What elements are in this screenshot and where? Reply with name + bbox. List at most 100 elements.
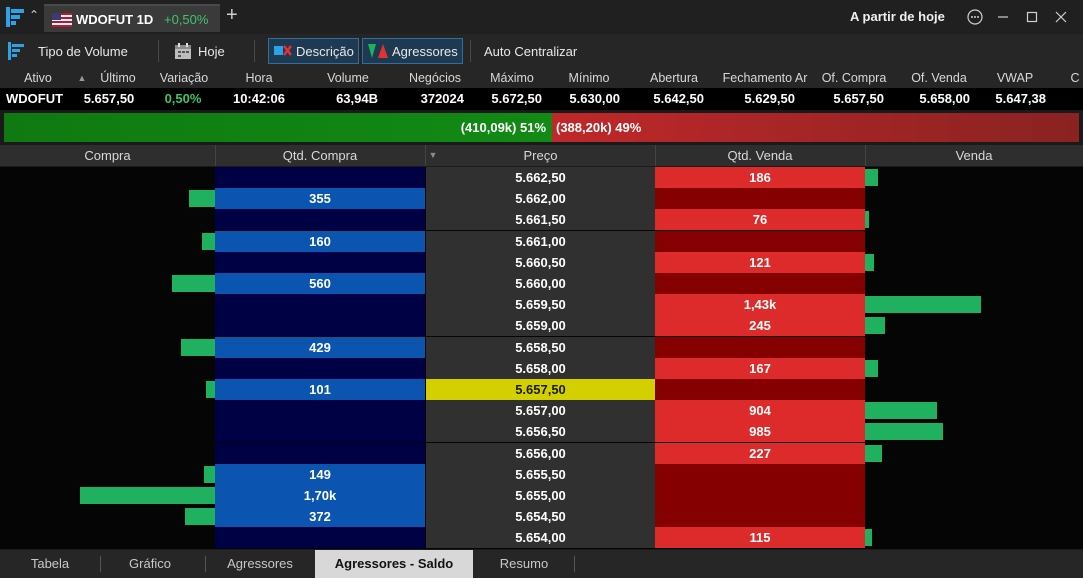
quote-values-row[interactable]: WDOFUT 5.657,50 0,50% 10:42:06 63,94B 37…: [0, 88, 1083, 110]
book-row[interactable]: 5.660,50 121: [0, 251, 1083, 273]
book-row[interactable]: 429 5.658,50: [0, 336, 1083, 358]
book-row[interactable]: 372 5.654,50: [0, 506, 1083, 528]
buy-qty-cell[interactable]: 101: [215, 379, 425, 400]
book-row[interactable]: 5.656,00 227: [0, 442, 1083, 464]
book-row[interactable]: 5.654,00 115: [0, 527, 1083, 549]
buy-qty-cell[interactable]: 372: [215, 506, 425, 528]
price-ladder[interactable]: 5.662,50 186 355 5.662,00 5.661,50 76 160 5.661…: [0, 167, 1083, 549]
buy-qty-cell[interactable]: 160: [215, 230, 425, 252]
book-row[interactable]: 101 5.657,50: [0, 379, 1083, 400]
tab-summary[interactable]: Resumo: [499, 556, 549, 571]
col-header-buy[interactable]: Compra: [84, 148, 131, 163]
tab-table[interactable]: Tabela: [30, 556, 70, 571]
price-cell[interactable]: 5.658,00: [426, 357, 655, 379]
book-row[interactable]: 5.659,00 245: [0, 315, 1083, 337]
buy-qty-cell[interactable]: [215, 209, 425, 231]
quote-header-last[interactable]: Último: [100, 71, 136, 85]
buy-qty-cell[interactable]: [215, 442, 425, 464]
sell-qty-cell[interactable]: [655, 188, 865, 210]
sell-qty-cell[interactable]: 121: [655, 251, 865, 273]
buy-qty-cell[interactable]: 429: [215, 336, 425, 358]
price-cell[interactable]: 5.660,00: [426, 273, 655, 294]
book-row[interactable]: 5.659,50 1,43k: [0, 294, 1083, 316]
sell-qty-cell[interactable]: [655, 506, 865, 528]
minimize-icon[interactable]: [997, 11, 1009, 23]
price-cell[interactable]: 5.656,50: [426, 421, 655, 443]
sell-qty-cell[interactable]: 227: [655, 442, 865, 464]
aggressors-button[interactable]: Agressores: [362, 38, 463, 64]
sell-qty-cell[interactable]: [655, 336, 865, 358]
book-row[interactable]: 5.658,00 167: [0, 357, 1083, 379]
book-row[interactable]: 5.657,00 904: [0, 400, 1083, 422]
book-row[interactable]: 5.656,50 985: [0, 421, 1083, 443]
sell-qty-cell[interactable]: 1,43k: [655, 294, 865, 316]
current-price-cell[interactable]: 5.657,50: [426, 379, 655, 400]
sell-qty-cell[interactable]: 904: [655, 400, 865, 422]
price-cell[interactable]: 5.661,50: [426, 209, 655, 231]
book-row[interactable]: 160 5.661,00: [0, 230, 1083, 252]
sell-qty-cell[interactable]: 167: [655, 357, 865, 379]
price-cell[interactable]: 5.657,00: [426, 400, 655, 422]
today-button[interactable]: Hoje: [174, 38, 225, 64]
buy-qty-cell[interactable]: 560: [215, 273, 425, 294]
quote-header-bid[interactable]: Of. Compra: [821, 71, 887, 85]
sell-qty-cell[interactable]: 245: [655, 315, 865, 337]
col-header-sell[interactable]: Venda: [955, 148, 993, 163]
close-icon[interactable]: [1055, 11, 1067, 23]
col-header-sell-qty[interactable]: Qtd. Venda: [727, 148, 793, 163]
sell-qty-cell[interactable]: [655, 485, 865, 506]
auto-center-button[interactable]: Auto Centralizar: [484, 38, 577, 64]
sell-qty-cell[interactable]: 186: [655, 167, 865, 188]
buy-qty-cell[interactable]: [215, 315, 425, 337]
sell-qty-cell[interactable]: 115: [655, 527, 865, 549]
buy-qty-cell[interactable]: [215, 357, 425, 379]
sell-qty-cell[interactable]: [655, 379, 865, 400]
col-header-buy-qty[interactable]: Qtd. Compra: [282, 148, 358, 163]
maximize-icon[interactable]: [1026, 11, 1038, 23]
price-cell[interactable]: 5.659,50: [426, 294, 655, 316]
col-header-price[interactable]: Preço: [523, 148, 558, 163]
price-cell[interactable]: 5.656,00: [426, 442, 655, 464]
chevron-up-icon[interactable]: ⌃: [29, 8, 40, 22]
buy-qty-cell[interactable]: 149: [215, 463, 425, 485]
app-logo-icon[interactable]: [6, 7, 26, 27]
sell-qty-cell[interactable]: 985: [655, 421, 865, 443]
quote-header-more[interactable]: C: [1070, 71, 1080, 85]
sell-qty-cell[interactable]: [655, 273, 865, 294]
quote-header-change[interactable]: Variação: [159, 71, 209, 85]
sell-qty-cell[interactable]: 76: [655, 209, 865, 231]
quote-header-low[interactable]: Mínimo: [568, 71, 610, 85]
menu-dots-icon[interactable]: [967, 9, 983, 25]
buy-qty-cell[interactable]: [215, 251, 425, 273]
tab-aggressors-balance[interactable]: Agressores - Saldo: [315, 550, 473, 578]
tab-aggressors[interactable]: Agressores: [227, 556, 293, 571]
plus-icon[interactable]: +: [226, 4, 238, 26]
price-cell[interactable]: 5.659,00: [426, 315, 655, 337]
book-row[interactable]: 5.661,50 76: [0, 209, 1083, 231]
buy-qty-cell[interactable]: [215, 294, 425, 316]
price-cell[interactable]: 5.662,00: [426, 188, 655, 210]
book-row[interactable]: 1,70k 5.655,00: [0, 485, 1083, 506]
book-row[interactable]: 560 5.660,00: [0, 273, 1083, 294]
price-cell[interactable]: 5.654,50: [426, 506, 655, 528]
sell-qty-cell[interactable]: [655, 230, 865, 252]
sell-qty-cell[interactable]: [655, 463, 865, 485]
price-cell[interactable]: 5.660,50: [426, 251, 655, 273]
quote-header-time[interactable]: Hora: [245, 71, 273, 85]
buy-qty-cell[interactable]: 1,70k: [215, 485, 425, 506]
date-range-label[interactable]: A partir de hoje: [850, 9, 945, 24]
buy-qty-cell[interactable]: [215, 400, 425, 422]
book-row[interactable]: 149 5.655,50: [0, 463, 1083, 485]
description-button[interactable]: Descrição: [268, 38, 359, 64]
quote-header-trades[interactable]: Negócios: [408, 71, 462, 85]
quote-header-ask[interactable]: Of. Venda: [911, 71, 967, 85]
book-row[interactable]: 5.662,50 186: [0, 167, 1083, 188]
buy-qty-cell[interactable]: 355: [215, 188, 425, 210]
price-cell[interactable]: 5.658,50: [426, 336, 655, 358]
quote-header-prev-close[interactable]: Fechamento Ar: [722, 71, 808, 85]
price-cell[interactable]: 5.661,00: [426, 230, 655, 252]
quote-header-open[interactable]: Abertura: [650, 71, 698, 85]
quote-header-asset[interactable]: Ativo: [24, 71, 52, 85]
buy-qty-cell[interactable]: [215, 421, 425, 443]
quote-header-high[interactable]: Máximo: [490, 71, 534, 85]
